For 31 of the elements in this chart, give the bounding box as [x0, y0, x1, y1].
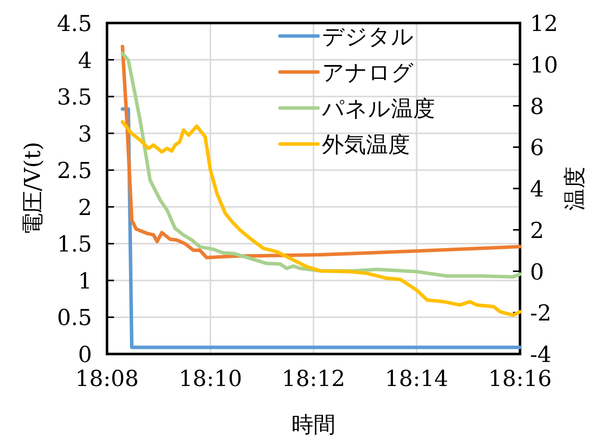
- y2-tick-label: 8: [530, 94, 544, 120]
- y-tick-label: 0: [78, 343, 92, 368]
- y2-tick-label: 6: [530, 136, 544, 162]
- y2-tick-label: 2: [530, 218, 544, 244]
- y2-tick-label: 4: [530, 178, 544, 202]
- y-tick-label: 3.5: [57, 86, 92, 111]
- y-tick-label: 3: [78, 122, 92, 148]
- y2-tick-label: 10: [530, 53, 558, 78]
- x-tick-label: 18:12: [282, 367, 346, 392]
- y-tick-label: 1.5: [57, 232, 92, 258]
- y-tick-label: 2.5: [57, 159, 92, 184]
- y-tick-label: 2: [78, 196, 92, 221]
- x-tick-label: 18:08: [75, 367, 139, 392]
- y2-tick-label: 12: [530, 12, 558, 37]
- x-tick-label: 18:16: [488, 367, 552, 392]
- y-axis-title: 電圧/V(t): [21, 142, 46, 236]
- x-axis-title: 時間: [292, 413, 336, 438]
- y-tick-label: 4: [78, 48, 92, 74]
- y-tick-label: 0.5: [57, 306, 92, 332]
- y2-tick-label: -4: [530, 343, 552, 368]
- y2-tick-label: 0: [530, 260, 544, 286]
- legend-label: アナログ: [322, 61, 414, 86]
- y2-tick-label: -2: [530, 302, 552, 327]
- y-tick-label: 1: [78, 269, 92, 294]
- legend-label: パネル温度: [321, 97, 435, 122]
- x-tick-label: 18:10: [178, 367, 242, 392]
- y-tick-label: 4.5: [57, 12, 92, 37]
- legend-label: 外気温度: [322, 133, 410, 158]
- x-tick-label: 18:14: [384, 367, 448, 392]
- legend-label: デジタル: [322, 25, 414, 50]
- y2-axis-title: 温度: [563, 166, 588, 210]
